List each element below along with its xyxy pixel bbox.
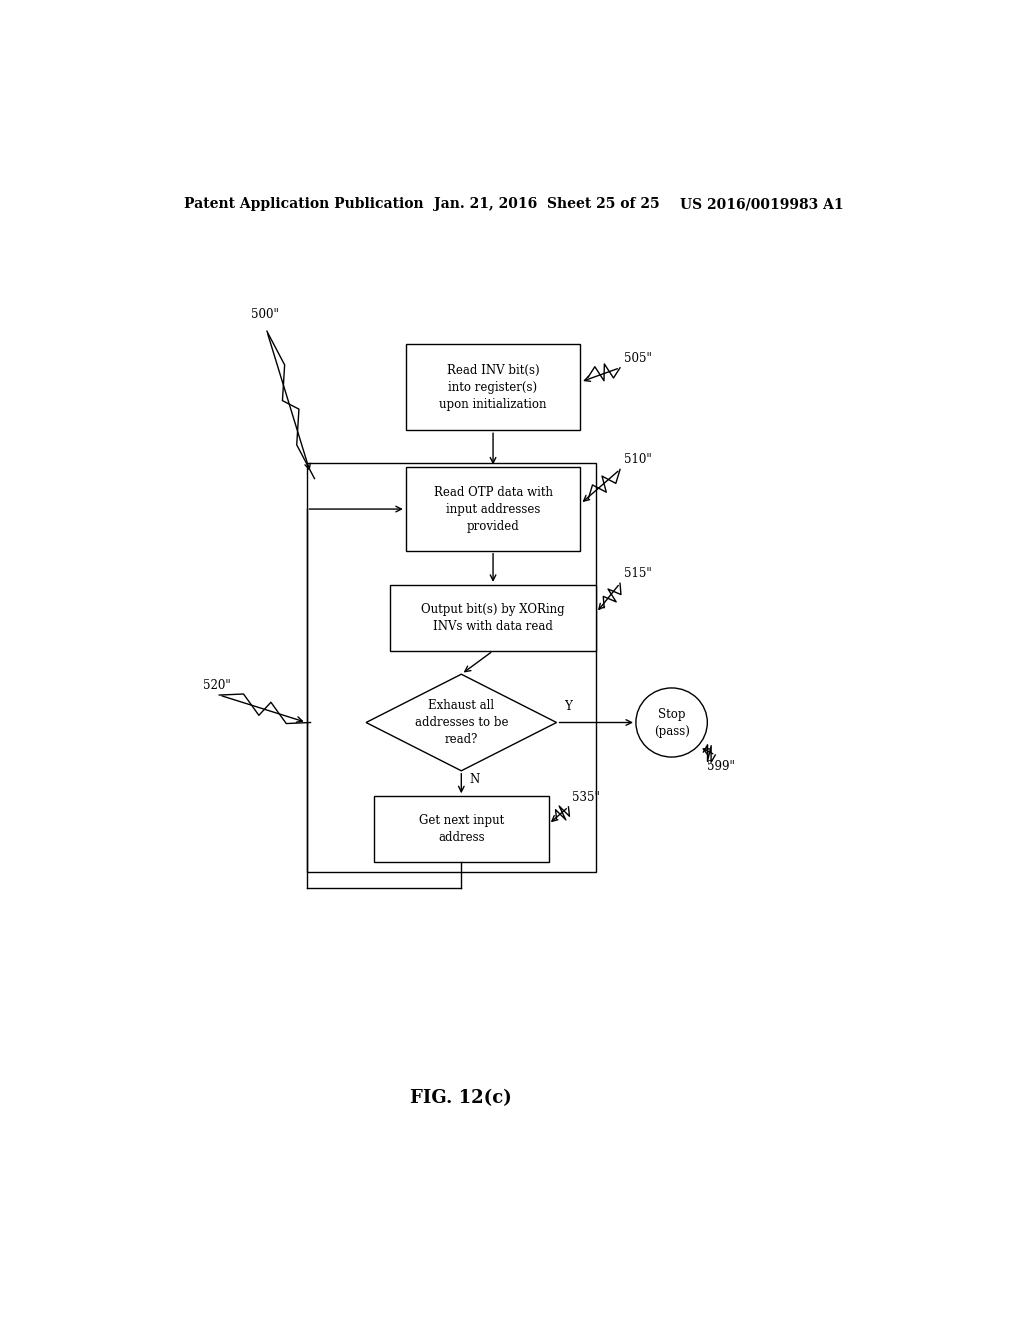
Text: 505": 505" — [624, 351, 652, 364]
Text: Exhaust all
addresses to be
read?: Exhaust all addresses to be read? — [415, 700, 508, 746]
Polygon shape — [367, 675, 557, 771]
Text: N: N — [469, 774, 479, 785]
Text: 510": 510" — [624, 453, 651, 466]
Text: Read OTP data with
input addresses
provided: Read OTP data with input addresses provi… — [433, 486, 553, 532]
Text: Get next input
address: Get next input address — [419, 814, 504, 845]
Text: Patent Application Publication: Patent Application Publication — [183, 197, 423, 211]
Text: 535": 535" — [572, 791, 600, 804]
Text: US 2016/0019983 A1: US 2016/0019983 A1 — [680, 197, 843, 211]
FancyBboxPatch shape — [390, 585, 596, 651]
Text: 599": 599" — [708, 760, 735, 774]
Text: 520": 520" — [204, 678, 231, 692]
Ellipse shape — [636, 688, 708, 758]
Text: Jan. 21, 2016  Sheet 25 of 25: Jan. 21, 2016 Sheet 25 of 25 — [433, 197, 659, 211]
Text: Stop
(pass): Stop (pass) — [653, 708, 689, 738]
Text: 500": 500" — [251, 308, 279, 321]
Text: Output bit(s) by XORing
INVs with data read: Output bit(s) by XORing INVs with data r… — [421, 603, 565, 632]
FancyBboxPatch shape — [406, 467, 581, 550]
Text: 515": 515" — [624, 568, 651, 581]
Text: Read INV bit(s)
into register(s)
upon initialization: Read INV bit(s) into register(s) upon in… — [439, 363, 547, 411]
FancyBboxPatch shape — [406, 345, 581, 430]
Text: FIG. 12(c): FIG. 12(c) — [411, 1089, 512, 1107]
FancyBboxPatch shape — [374, 796, 549, 862]
Text: Y: Y — [564, 701, 572, 713]
